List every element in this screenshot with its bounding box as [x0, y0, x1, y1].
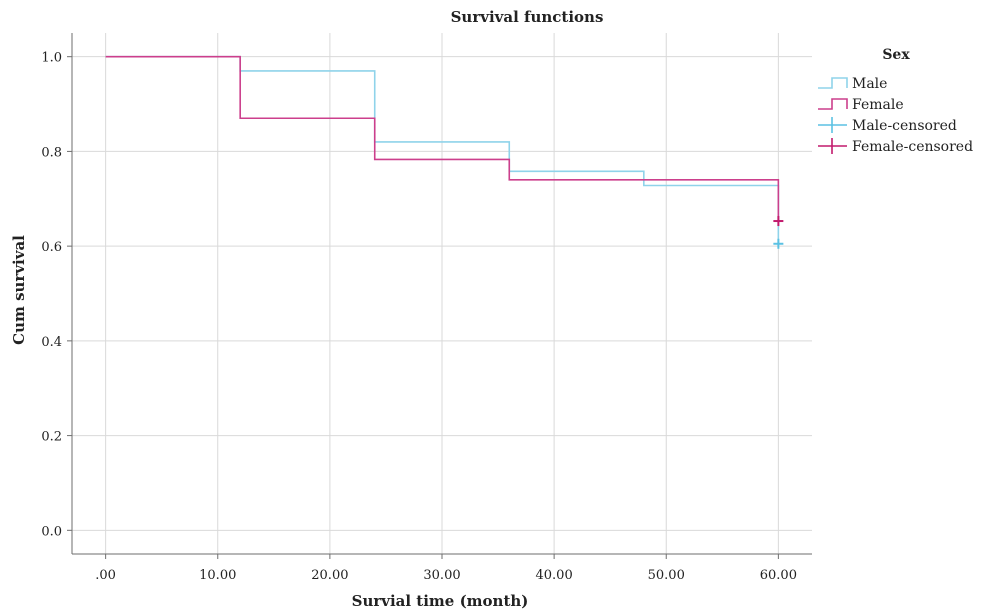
x-tick-label: 50.00	[648, 568, 685, 583]
legend-label: Female	[852, 97, 904, 113]
y-tick-label: 0.0	[41, 524, 62, 539]
legend-label: Male	[852, 76, 887, 92]
x-tick-label: 10.00	[199, 568, 236, 583]
x-tick-label: 20.00	[311, 568, 348, 583]
legend-title: Sex	[882, 47, 910, 63]
series-lines	[105, 55, 780, 244]
y-tick-label: 0.4	[41, 335, 62, 350]
y-tick-label: 1.0	[41, 51, 62, 66]
chart-title: Survival functions	[451, 8, 604, 26]
y-tick-label: 0.6	[41, 240, 62, 255]
x-axis-ticks: .00 10.00 20.00 30.00 40.00 50.00 60.00	[95, 554, 797, 583]
censored-marks	[773, 216, 784, 249]
y-axis-ticks: 0.0 0.2 0.4 0.6 0.8 1.0	[41, 51, 72, 539]
legend-label: Male-censored	[852, 118, 957, 134]
legend-swatch	[818, 77, 848, 89]
x-tick-label: 30.00	[423, 568, 460, 583]
x-axis-label: Survial time (month)	[352, 592, 529, 610]
x-tick-label: 60.00	[760, 568, 797, 583]
legend-swatch	[818, 98, 848, 110]
y-tick-label: 0.2	[41, 430, 62, 445]
y-axis-label: Cum survival	[10, 235, 28, 345]
x-tick-label: .00	[95, 568, 116, 583]
x-tick-label: 40.00	[536, 568, 573, 583]
grid	[72, 33, 812, 554]
series-line-female	[105, 55, 780, 222]
legend: Sex Male Female Male-censored Female-censor…	[818, 47, 973, 155]
legend-label: Female-censored	[852, 139, 973, 155]
y-tick-label: 0.8	[41, 145, 62, 160]
